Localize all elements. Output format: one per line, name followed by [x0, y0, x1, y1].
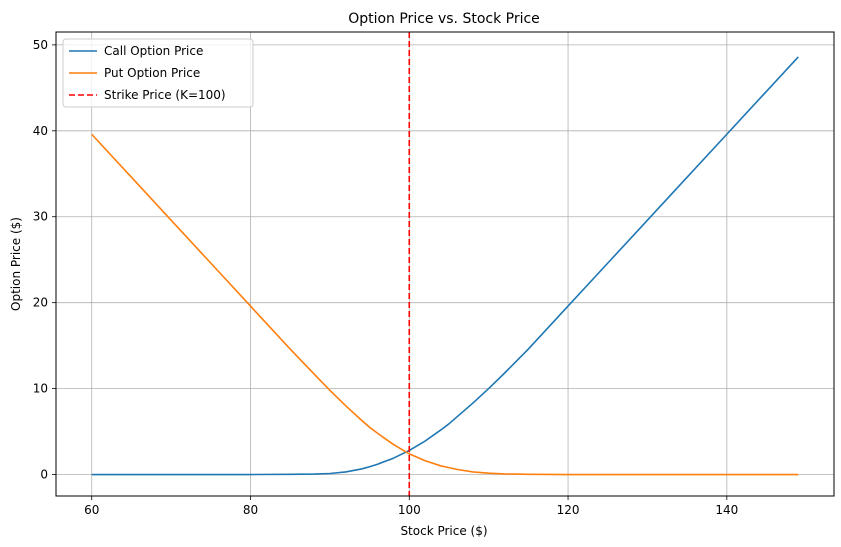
legend-label: Strike Price (K=100) — [104, 88, 226, 102]
y-tick-label: 10 — [33, 382, 48, 396]
x-tick-label: 100 — [398, 503, 421, 517]
y-tick-label: 40 — [33, 124, 48, 138]
x-tick-label: 60 — [84, 503, 99, 517]
legend: Call Option Price Put Option Price Strike … — [62, 38, 254, 108]
y-tick-label: 20 — [33, 296, 48, 310]
x-axis-label: Stock Price ($) — [400, 524, 487, 538]
y-axis-label: Option Price ($) — [9, 217, 23, 311]
chart-title: Option Price vs. Stock Price — [348, 11, 540, 27]
legend-label: Call Option Price — [104, 44, 203, 58]
series-line-2 — [91, 133, 799, 476]
plot-area-frame — [55, 31, 835, 497]
x-tick-label: 140 — [715, 503, 738, 517]
legend-box — [62, 38, 254, 108]
x-tick-label: 120 — [557, 503, 580, 517]
y-tick-label: 30 — [33, 210, 48, 224]
series-lines — [91, 32, 799, 496]
y-axis-ticks: 0 10 20 30 40 50 — [33, 38, 56, 482]
series-line-1 — [91, 56, 799, 476]
y-tick-label: 0 — [40, 468, 48, 482]
x-tick-label: 80 — [243, 503, 258, 517]
y-tick-label: 50 — [33, 38, 48, 52]
x-axis-ticks: 60 80 100 120 140 — [84, 496, 738, 517]
legend-label: Put Option Price — [104, 66, 200, 80]
